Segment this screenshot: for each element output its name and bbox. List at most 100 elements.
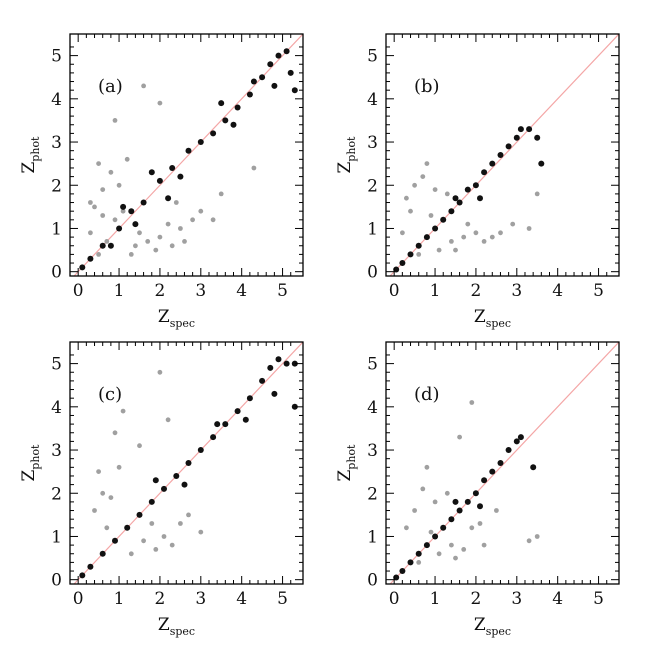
data-point [472, 182, 479, 189]
data-point [481, 169, 488, 176]
x-axis-label: Zspec [158, 615, 195, 638]
y-tick-label: 4 [367, 90, 378, 110]
data-point [291, 87, 298, 94]
data-point [132, 221, 139, 228]
data-point [79, 264, 86, 271]
y-tick-label: 5 [367, 355, 378, 375]
data-point [210, 434, 217, 441]
panel-label: (c) [98, 384, 122, 405]
plot-frame [69, 33, 304, 277]
x-tick-label: 5 [277, 589, 288, 609]
panel-label: (a) [98, 76, 123, 97]
plot-frame [385, 341, 620, 585]
series-gray-points [88, 83, 257, 257]
data-point [412, 508, 417, 513]
x-tick-label: 3 [511, 589, 522, 609]
data-point [222, 421, 229, 428]
data-point [230, 121, 237, 128]
data-point [440, 524, 447, 531]
series-black-points [393, 434, 537, 581]
data-point [140, 199, 147, 206]
data-point [161, 485, 167, 492]
data-point [145, 239, 151, 244]
y-axis-label: Zphot [19, 444, 42, 482]
data-point [497, 152, 504, 158]
data-point [185, 460, 192, 466]
data-point [120, 203, 127, 210]
y-tick-label: 3 [367, 133, 378, 153]
data-point [185, 147, 192, 154]
data-point [149, 521, 155, 526]
data-point [173, 473, 180, 479]
data-point [420, 174, 426, 180]
scatter-panel-3: 00 1 1 2 2 3 3 4 4 5 5 (c) Zspec Zphot [19, 341, 304, 638]
data-point [489, 160, 496, 167]
data-point [465, 221, 471, 227]
data-point [133, 243, 138, 249]
x-tick-label: 5 [277, 281, 288, 301]
data-point [287, 69, 294, 76]
x-tick-label: 3 [511, 281, 522, 301]
data-point [436, 551, 442, 557]
data-point [469, 400, 475, 405]
y-tick-label: 4 [51, 398, 62, 418]
y-tick-label: 5 [51, 355, 62, 375]
y-tick-label: 3 [51, 441, 62, 461]
data-point [251, 165, 257, 171]
data-point [198, 529, 204, 535]
data-point [96, 161, 101, 167]
data-point [526, 126, 533, 133]
data-point [116, 182, 122, 188]
data-point [404, 525, 409, 531]
data-point [96, 469, 101, 474]
y-tick-label: 4 [51, 90, 62, 110]
data-point [79, 572, 86, 579]
data-point [100, 213, 106, 218]
data-point [449, 542, 454, 548]
x-tick-label: 0 [389, 589, 400, 609]
data-point [108, 495, 114, 500]
data-point [505, 143, 512, 150]
data-point [169, 165, 176, 171]
data-point [461, 234, 467, 240]
data-point [424, 161, 430, 167]
data-point [432, 499, 438, 505]
data-point [190, 217, 196, 223]
data-point [234, 104, 241, 111]
plot-frame [385, 33, 620, 277]
data-point [291, 360, 298, 367]
data-point [415, 242, 422, 249]
x-tick-label: 1 [430, 281, 441, 301]
data-point [186, 512, 191, 518]
x-tick-label: 4 [236, 281, 247, 301]
y-tick-label: 0 [367, 571, 378, 591]
data-point [99, 242, 106, 249]
data-point [275, 52, 282, 59]
data-point [116, 464, 122, 470]
x-tick-label: 2 [155, 589, 166, 609]
data-point [428, 213, 434, 218]
reference-line-one-to-one [389, 34, 619, 276]
data-point [267, 364, 274, 371]
data-point [489, 234, 495, 240]
y-tick-label: 0 [51, 571, 62, 591]
data-point [404, 195, 409, 201]
data-point [267, 61, 274, 68]
data-point [444, 191, 450, 197]
y-tick-label: 3 [367, 441, 378, 461]
data-point [275, 356, 282, 363]
scatter-panel-1: 00 1 1 2 2 3 3 4 4 5 5 (a) Zspec Zphot [19, 33, 304, 330]
data-point [107, 242, 114, 249]
data-point [88, 230, 93, 236]
data-point [182, 239, 187, 244]
data-point [424, 464, 430, 470]
data-point [412, 182, 417, 188]
y-tick-label: 2 [367, 176, 378, 196]
data-point [498, 230, 503, 236]
data-point [96, 252, 101, 257]
data-point [112, 537, 118, 544]
y-tick-label: 4 [367, 398, 378, 418]
data-point [416, 560, 422, 565]
data-point [100, 490, 106, 496]
x-tick-label: 2 [471, 281, 482, 301]
